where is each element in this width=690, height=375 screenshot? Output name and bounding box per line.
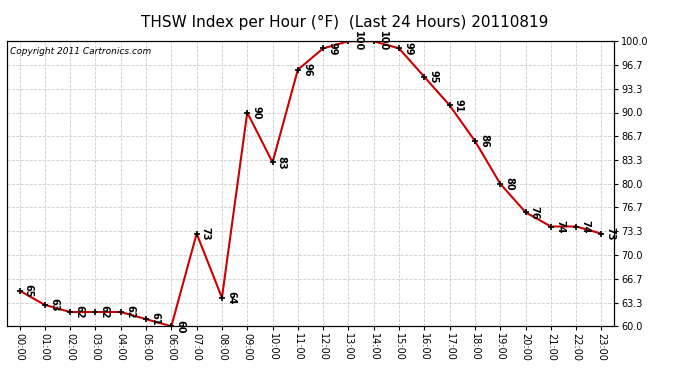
Text: 96: 96 — [302, 63, 312, 76]
Text: 62: 62 — [125, 305, 135, 319]
Text: 100: 100 — [378, 31, 388, 51]
Text: 95: 95 — [428, 70, 439, 84]
Text: 62: 62 — [75, 305, 84, 319]
Text: 83: 83 — [277, 156, 287, 169]
Text: 64: 64 — [226, 291, 236, 304]
Text: 62: 62 — [99, 305, 110, 319]
Text: 100: 100 — [353, 31, 363, 51]
Text: 74: 74 — [555, 220, 565, 233]
Text: 61: 61 — [150, 312, 160, 326]
Text: 99: 99 — [403, 42, 413, 55]
Text: 91: 91 — [454, 99, 464, 112]
Text: 73: 73 — [201, 227, 211, 240]
Text: 90: 90 — [251, 106, 262, 119]
Text: 86: 86 — [479, 134, 489, 148]
Text: 65: 65 — [23, 284, 34, 297]
Text: 73: 73 — [606, 227, 615, 240]
Text: 80: 80 — [504, 177, 515, 190]
Text: Copyright 2011 Cartronics.com: Copyright 2011 Cartronics.com — [10, 47, 151, 56]
Text: 99: 99 — [327, 42, 337, 55]
Text: 74: 74 — [580, 220, 591, 233]
Text: 60: 60 — [175, 320, 186, 333]
Text: 76: 76 — [530, 206, 540, 219]
Text: THSW Index per Hour (°F)  (Last 24 Hours) 20110819: THSW Index per Hour (°F) (Last 24 Hours)… — [141, 15, 549, 30]
Text: 63: 63 — [49, 298, 59, 312]
